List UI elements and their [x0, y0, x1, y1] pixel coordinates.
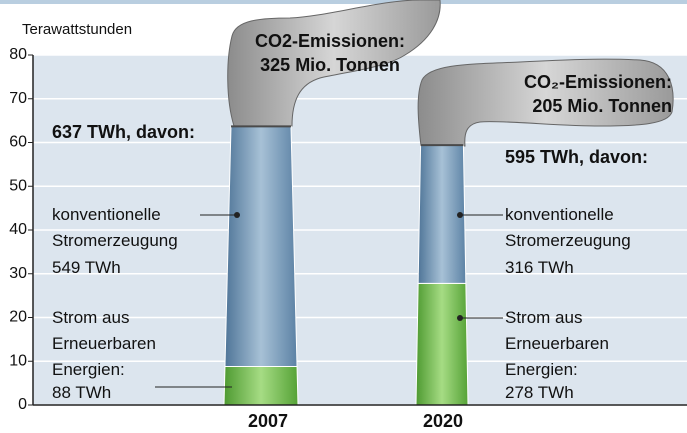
y-tick-label: 30 — [9, 265, 27, 282]
y-tick-label: 70 — [9, 90, 27, 107]
series-name: konventionelle Stromerzeugung — [52, 202, 202, 254]
bar-segment — [416, 283, 468, 405]
value-label: 278 TWh — [505, 380, 655, 406]
leader-dot — [457, 315, 463, 321]
top-border — [0, 0, 687, 4]
emission-value: 325 Mio. Tonnen — [260, 55, 400, 75]
series-name: Strom aus Erneuerbaren Energien: — [505, 305, 655, 383]
series-name: konventionelle Stromerzeugung — [505, 202, 655, 254]
y-tick-label: 60 — [9, 134, 27, 151]
bar-segment — [225, 126, 297, 366]
series-name: Strom aus Erneuerbaren Energien: — [52, 305, 202, 383]
y-axis-label: Terawattstunden — [22, 21, 132, 38]
total-label: 637 TWh, davon: — [52, 122, 195, 142]
y-tick-label: 20 — [9, 309, 27, 326]
y-tick-label: 10 — [9, 352, 27, 369]
value-label: 549 TWh — [52, 255, 202, 281]
y-tick-label: 80 — [9, 46, 27, 63]
emission-label: CO₂-Emissionen: — [524, 72, 672, 92]
leader-dot — [457, 212, 463, 218]
y-tick-label: 0 — [18, 396, 27, 413]
y-tick-label: 50 — [9, 177, 27, 194]
emission-value: 205 Mio. Tonnen — [532, 96, 672, 116]
bar-segment — [224, 367, 298, 406]
total-label: 595 TWh, davon: — [505, 147, 648, 167]
value-label: 88 TWh — [52, 380, 202, 406]
x-tick-label: 2007 — [248, 411, 288, 431]
x-tick-label: 2020 — [423, 411, 463, 431]
y-tick-label: 40 — [9, 221, 27, 238]
value-label: 316 TWh — [505, 255, 655, 281]
chart: Terawattstunden CO2-Emissionen: 325 Mio.… — [0, 0, 687, 433]
leader-dot — [234, 212, 240, 218]
emission-label: CO2-Emissionen: — [255, 31, 405, 51]
